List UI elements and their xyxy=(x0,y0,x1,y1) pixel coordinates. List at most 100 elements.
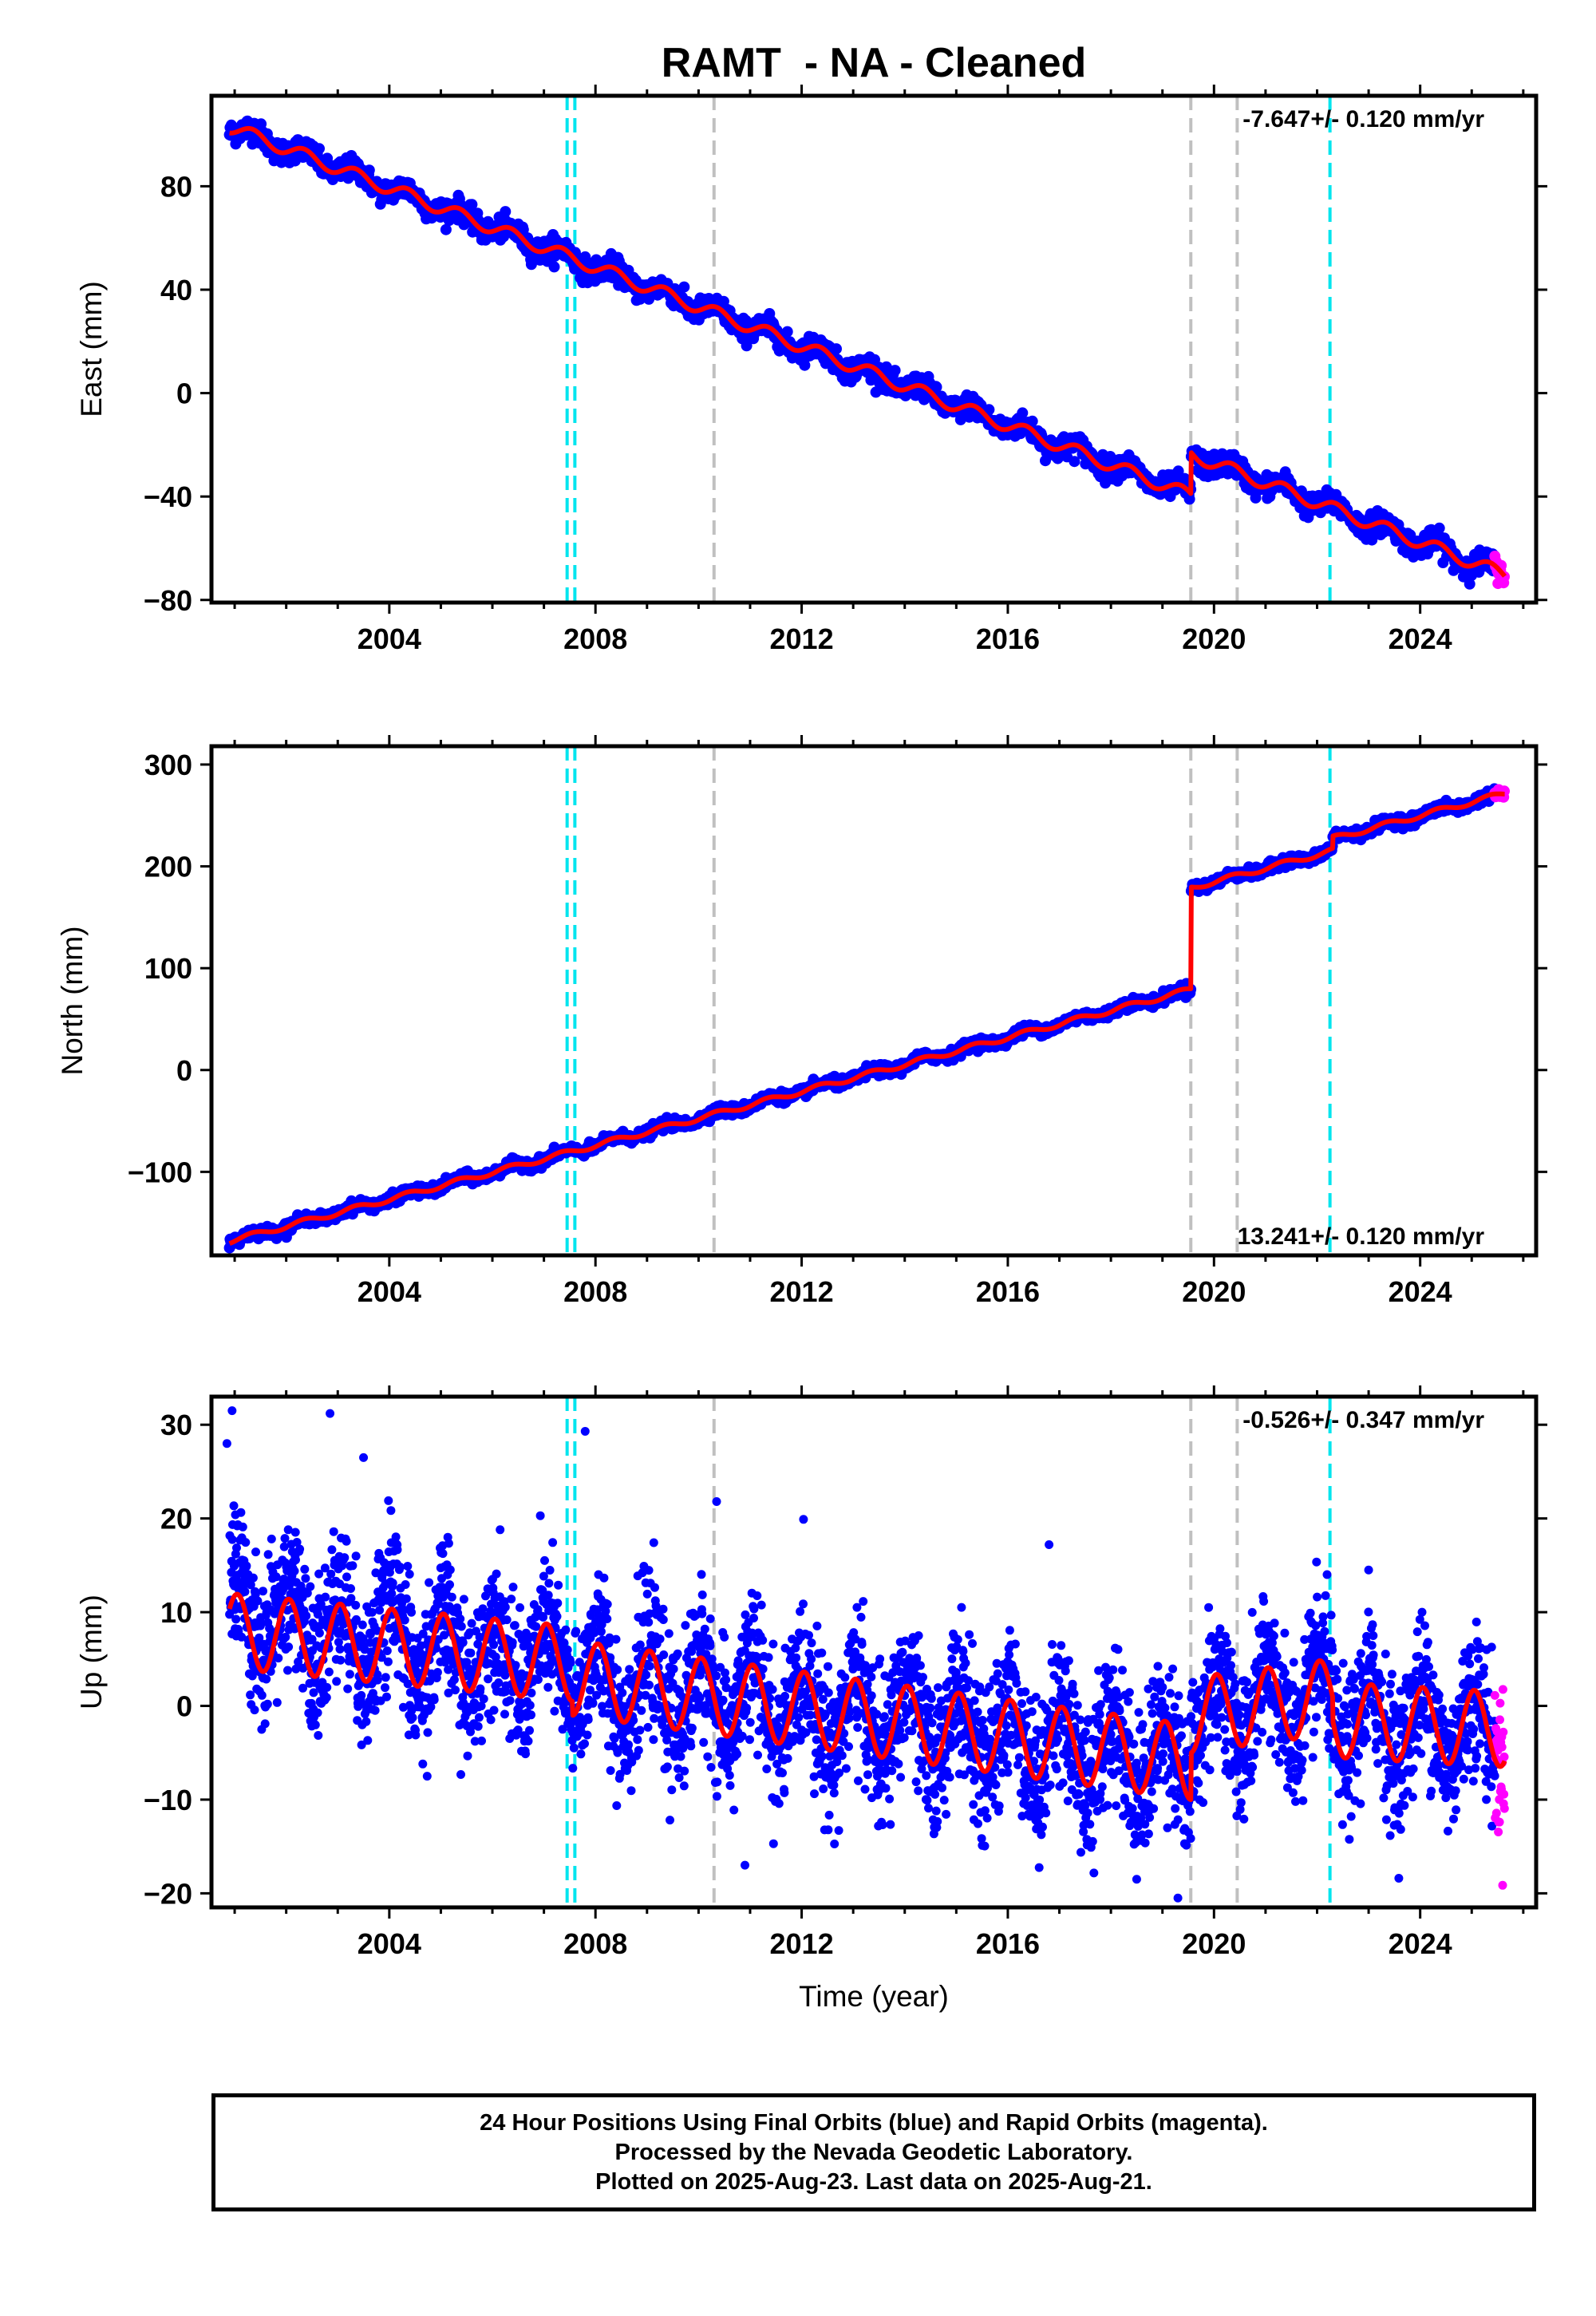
up-data-point xyxy=(423,1728,433,1737)
east-y-tick-label: −40 xyxy=(144,480,192,513)
up-data-point xyxy=(290,1567,299,1575)
up-data-point xyxy=(284,1642,294,1652)
east-data-point xyxy=(1017,407,1029,419)
up-data-point xyxy=(335,1644,345,1654)
north-plot-frame xyxy=(209,744,1539,1258)
up-data-point xyxy=(429,1695,439,1705)
up-data-point xyxy=(274,1654,283,1663)
east-y-tick-label: 40 xyxy=(160,274,192,306)
east-data-point xyxy=(363,164,375,176)
up-data-point xyxy=(227,1535,237,1544)
up-data-point xyxy=(322,1693,331,1702)
up-data-point xyxy=(246,1690,255,1700)
up-data-point xyxy=(291,1555,300,1565)
east-data-point xyxy=(1183,493,1195,505)
up-data-point xyxy=(358,1620,367,1630)
up-data-point xyxy=(370,1705,380,1715)
up-data-point xyxy=(332,1677,342,1686)
north-x-tick-label: 2012 xyxy=(770,1275,834,1308)
up-data-point xyxy=(324,1667,334,1677)
east-y-tick-label: −80 xyxy=(144,584,192,617)
east-data-point xyxy=(500,206,512,218)
up-data-point xyxy=(306,1582,315,1591)
up-data-point xyxy=(313,1708,322,1717)
east-data-point xyxy=(889,365,901,377)
east-data-point xyxy=(954,413,966,425)
up-data-point xyxy=(373,1675,382,1685)
north-y-tick-label: −100 xyxy=(128,1156,192,1188)
east-data-point xyxy=(880,361,892,373)
figure-title: RAMT - NA - Cleaned xyxy=(662,40,1087,86)
up-data-point xyxy=(438,1549,448,1559)
up-data-point xyxy=(407,1607,416,1617)
up-data-point xyxy=(240,1587,250,1596)
up-data-point xyxy=(300,1564,310,1574)
north-y-axis-label: North (mm) xyxy=(56,926,89,1075)
up-data-point xyxy=(382,1646,392,1655)
up-data-point xyxy=(262,1674,271,1684)
east-data-point xyxy=(781,326,793,338)
east-data-point xyxy=(983,404,995,416)
up-data-point xyxy=(386,1506,396,1516)
up-data-point xyxy=(260,1719,270,1729)
up-data-point xyxy=(257,1690,267,1700)
up-data-point xyxy=(422,1772,432,1781)
east-x-tick-label: 2004 xyxy=(358,622,421,655)
up-data-point xyxy=(232,1543,241,1552)
east-x-tick-label: 2024 xyxy=(1389,622,1452,655)
east-rate-text: -7.647+/- 0.120 mm/yr xyxy=(1242,106,1484,132)
up-data-point xyxy=(346,1584,355,1593)
east-data-point xyxy=(440,223,452,235)
up-data-point xyxy=(342,1536,351,1546)
east-data-point xyxy=(831,343,842,355)
up-data-point xyxy=(322,1682,332,1692)
east-data-point xyxy=(1026,415,1038,427)
up-data-point xyxy=(361,1717,371,1726)
up-data-point xyxy=(231,1614,241,1624)
up-data-point xyxy=(383,1657,393,1666)
up-data-point xyxy=(327,1545,337,1555)
up-data-point xyxy=(314,1628,324,1638)
up-data-point xyxy=(340,1553,350,1563)
up-data-point xyxy=(363,1736,373,1745)
up-data-point xyxy=(295,1544,305,1554)
north-x-tick-label: 2004 xyxy=(358,1275,421,1308)
north-y-tick-label: 100 xyxy=(144,952,192,985)
up-data-point xyxy=(238,1522,247,1531)
up-data-point xyxy=(259,1587,267,1596)
up-data-point xyxy=(367,1607,377,1617)
up-data-point xyxy=(248,1573,258,1583)
up-data-point xyxy=(290,1528,300,1537)
up-data-point xyxy=(345,1670,354,1679)
east-x-tick-label: 2012 xyxy=(770,622,834,655)
east-x-tick-label: 2020 xyxy=(1182,622,1246,655)
up-data-point xyxy=(396,1563,405,1572)
north-x-tick-label: 2008 xyxy=(563,1275,627,1308)
up-data-point xyxy=(302,1611,311,1621)
up-data-point xyxy=(283,1666,292,1675)
up-data-point xyxy=(280,1534,290,1543)
up-data-point xyxy=(401,1594,411,1603)
up-data-point xyxy=(336,1655,346,1665)
east-x-tick-label: 2016 xyxy=(976,622,1040,655)
up-data-point xyxy=(301,1574,310,1583)
east-y-axis-label: East (mm) xyxy=(75,281,108,417)
north-rate-text: 13.241+/- 0.120 mm/yr xyxy=(1238,1223,1485,1250)
east-y-tick-label: 80 xyxy=(160,170,192,203)
north-y-tick-label: 0 xyxy=(176,1054,192,1087)
up-data-point xyxy=(348,1561,358,1571)
east-data-point xyxy=(678,281,690,293)
east-data-point xyxy=(799,359,811,371)
east-data-point xyxy=(517,223,529,235)
east-data-point xyxy=(322,152,334,164)
up-data-point xyxy=(329,1527,338,1536)
up-data-point xyxy=(357,1690,366,1700)
up-data-point xyxy=(418,1759,428,1769)
north-y-tick-label: 200 xyxy=(144,851,192,883)
up-data-point xyxy=(381,1683,389,1693)
east-y-tick-label: 0 xyxy=(176,377,192,410)
